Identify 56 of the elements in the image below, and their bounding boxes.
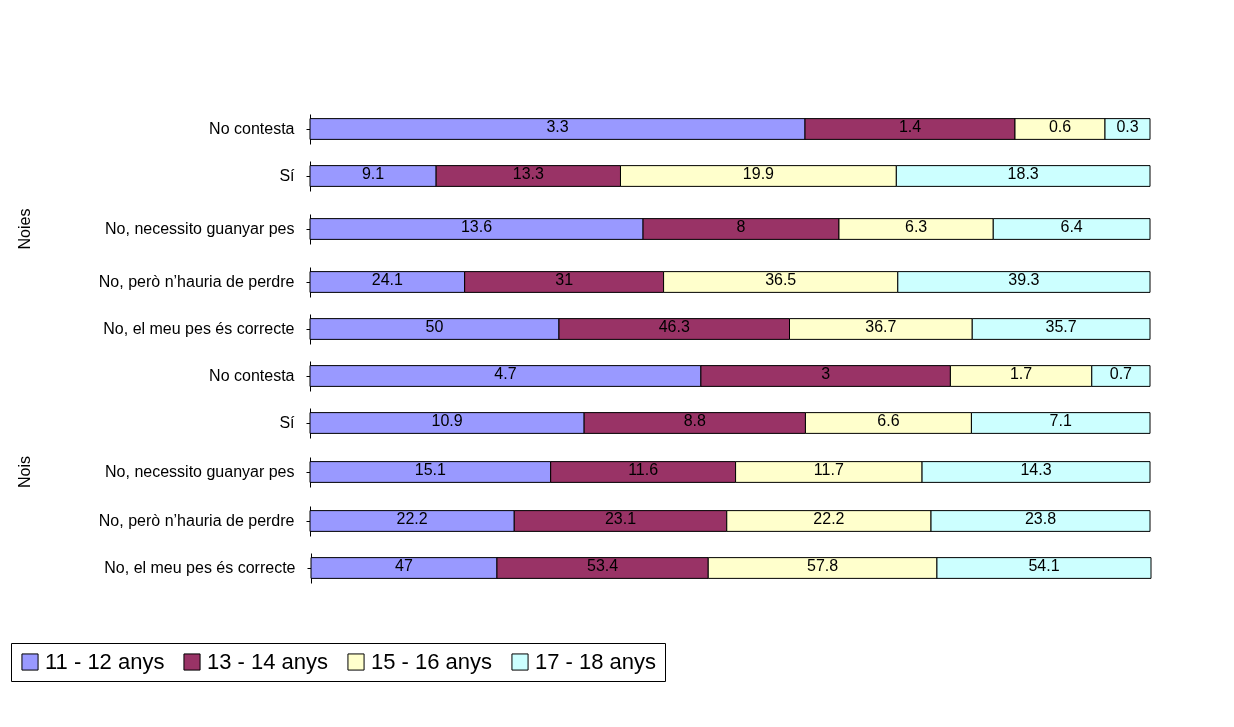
data-label: 24.1 <box>371 271 403 288</box>
data-label: 6.6 <box>877 412 900 429</box>
y-tick-label: Sí <box>279 167 296 184</box>
data-label: 0.3 <box>1116 118 1139 135</box>
data-label: 15.1 <box>414 461 447 478</box>
data-label: 53.4 <box>587 557 619 574</box>
data-label: 23.8 <box>1024 510 1057 527</box>
y-tick-label: No, però n’hauria de perdre <box>98 512 295 529</box>
data-label: 14.3 <box>1020 461 1052 478</box>
data-label: 9.1 <box>361 165 385 182</box>
y-tick-label: Sí <box>279 414 296 431</box>
data-label: 22.2 <box>396 510 428 527</box>
data-label: 0.7 <box>1109 365 1133 382</box>
y-tick-label: No, necessito guanyar pes <box>105 463 295 480</box>
y-tick-label: No, però n’hauria de perdre <box>98 273 295 290</box>
data-label: 36.5 <box>765 271 797 288</box>
data-label: 31 <box>555 271 574 288</box>
legend-label: 13 - 14 anys <box>207 649 329 674</box>
data-label: 1.7 <box>1009 365 1033 382</box>
data-label: 39.3 <box>1008 271 1040 288</box>
data-label: 6.3 <box>905 218 928 235</box>
data-label: 50 <box>425 318 444 335</box>
data-label: 36.7 <box>865 318 897 335</box>
data-label: 11.6 <box>628 461 659 478</box>
data-label: 18.3 <box>1007 165 1039 182</box>
y-tick-label: No, el meu pes és correcte <box>103 320 295 337</box>
data-label: 13.3 <box>512 165 544 182</box>
data-label: 19.9 <box>742 165 775 182</box>
y-tick-label: No, necessito guanyar pes <box>105 220 295 237</box>
data-label: 7.1 <box>1049 412 1072 429</box>
data-label: 13.6 <box>460 218 493 235</box>
y-tick-label: No, el meu pes és correcte <box>104 559 296 576</box>
data-label: 22.2 <box>813 510 845 527</box>
legend-label: 15 - 16 anys <box>371 649 493 674</box>
data-label: 8.8 <box>683 412 707 429</box>
data-label: 3 <box>821 365 831 382</box>
data-label: 8 <box>736 218 746 235</box>
data-label: 47 <box>395 557 413 574</box>
data-label: 3.3 <box>546 118 569 135</box>
legend-label: 11 - 12 anys <box>45 649 165 674</box>
text: Nois <box>16 455 33 489</box>
data-label: 4.7 <box>494 365 517 382</box>
data-label: 57.8 <box>807 557 839 574</box>
legend-label: 17 - 18 anys <box>535 649 657 674</box>
data-label: 35.7 <box>1045 318 1077 335</box>
data-label: 46.3 <box>658 318 690 335</box>
text: Noies <box>16 208 33 250</box>
data-label: 10.9 <box>431 412 463 429</box>
y-tick-label: No contesta <box>209 120 295 137</box>
data-label: 23.1 <box>604 510 637 527</box>
data-label: 11.7 <box>813 461 844 478</box>
data-label: 54.1 <box>1028 557 1060 574</box>
data-label: 6.4 <box>1060 218 1083 235</box>
y-tick-label: No contesta <box>209 367 295 384</box>
data-label: 0.6 <box>1048 118 1072 135</box>
data-label: 1.4 <box>898 118 922 135</box>
